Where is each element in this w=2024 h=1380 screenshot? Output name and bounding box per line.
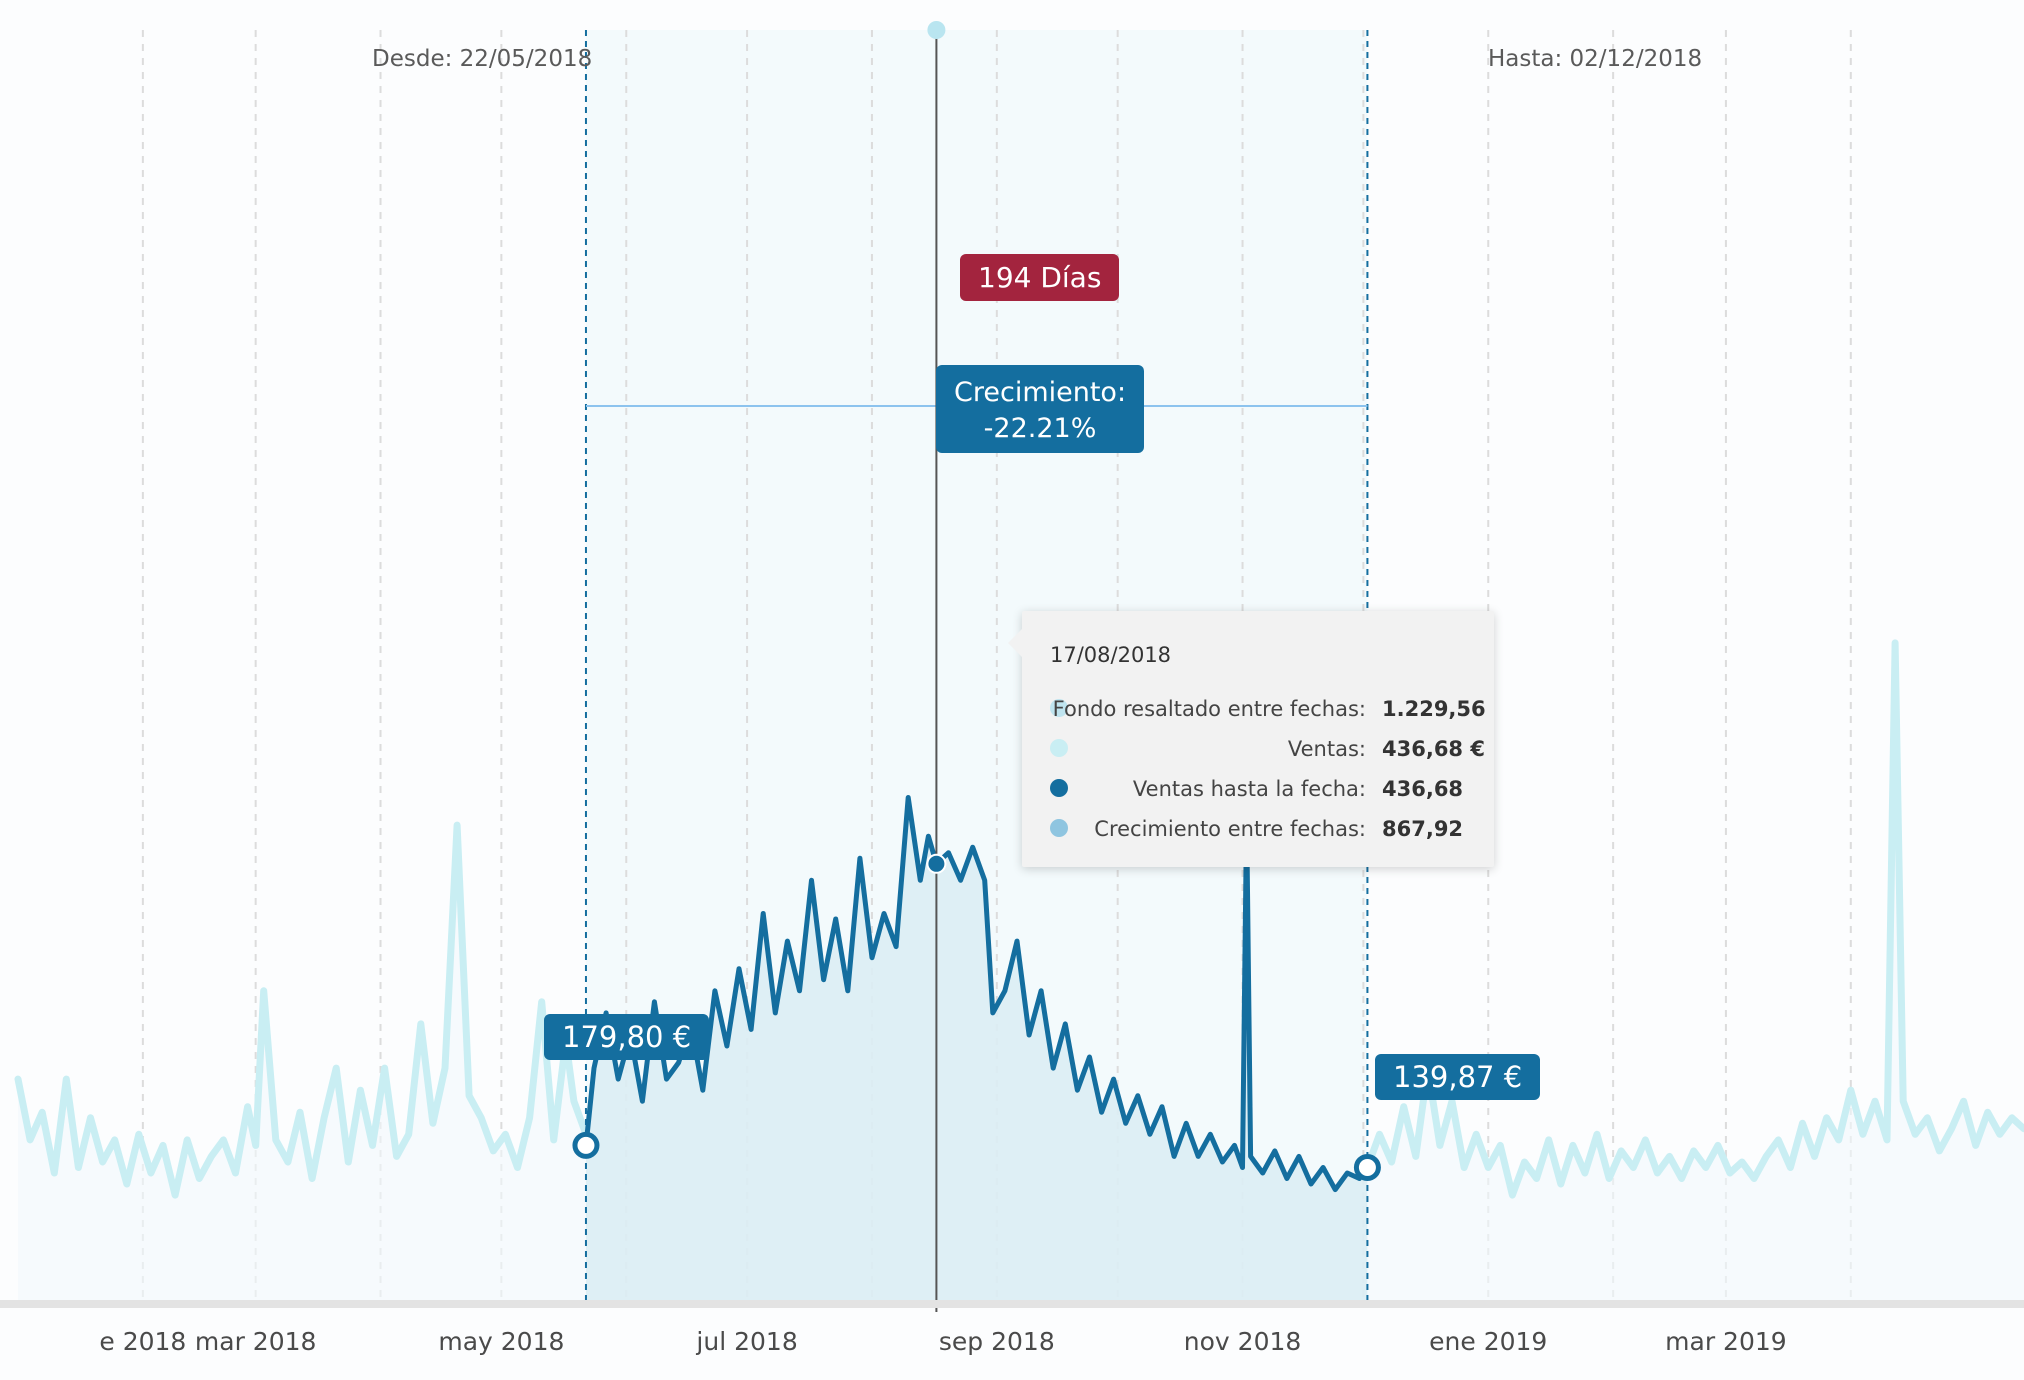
tooltip-label: Ventas: [1287,737,1366,761]
x-tick-label: mar 2018 [195,1327,317,1356]
growth-value: -22.21% [983,413,1097,444]
tooltip-label: Fondo resaltado entre fechas: [1052,697,1366,721]
tooltip-row-highlight: Fondo resaltado entre fechas: 1.229,56 [1022,695,1494,725]
hover-line-top-marker [927,21,946,39]
x-axis-baseline [0,1300,2024,1308]
x-tick-label: jul 2018 [695,1327,797,1356]
tooltip-value: 436,68 € [1382,737,1485,761]
tooltip-dot-crecimiento [1050,819,1068,837]
x-tick-label: mar 2019 [1665,1327,1787,1356]
tooltip-row-ventas: Ventas: 436,68 € [1022,735,1494,765]
tooltip-dot-highlight [1050,699,1068,717]
start-value-badge: 179,80 € [544,1014,710,1060]
x-tick-label: sep 2018 [939,1327,1055,1356]
x-tick-label: ene 2019 [1429,1327,1547,1356]
range-end-label: Hasta: 02/12/2018 [1488,46,1703,72]
tooltip-row-ventas-hasta: Ventas hasta la fecha: 436,68 [1022,775,1494,805]
series-line-1 [583,795,1370,1193]
growth-label: Crecimiento: [954,377,1127,408]
days-badge: 194 Días [960,254,1120,301]
x-tick-label: nov 2018 [1184,1327,1302,1356]
end-value-badge: 139,87 € [1375,1054,1541,1100]
end-point-marker [1353,1153,1381,1181]
tooltip-value: 867,92 [1382,817,1464,841]
tooltip-row-crecimiento: Crecimiento entre fechas: 867,92 [1022,815,1494,845]
hover-point-marker [926,853,947,874]
growth-badge: Crecimiento: -22.21% [936,365,1145,453]
series-line-2 [1363,639,2024,1199]
series-line-0 [14,821,590,1199]
tooltip-dot-ventas [1050,739,1068,757]
series-area-0 [18,825,586,1300]
range-start-label: Desde: 22/05/2018 [372,46,593,72]
tooltip-value: 436,68 [1382,777,1464,801]
tooltip-dot-ventas-hasta [1050,779,1068,797]
series-area-1 [586,797,1368,1300]
x-tick-label: e 2018 [99,1327,186,1356]
tooltip-label: Crecimiento entre fechas: [1094,817,1366,841]
tooltip-label: Ventas hasta la fecha: [1132,777,1366,801]
tooltip-date: 17/08/2018 [1050,643,1172,667]
tooltip-value: 1.229,56 [1382,697,1486,721]
hover-tooltip: 17/08/2018 Fondo resaltado entre fechas:… [1008,611,1494,867]
x-tick-label: may 2018 [438,1327,564,1356]
start-point-marker [572,1131,600,1159]
